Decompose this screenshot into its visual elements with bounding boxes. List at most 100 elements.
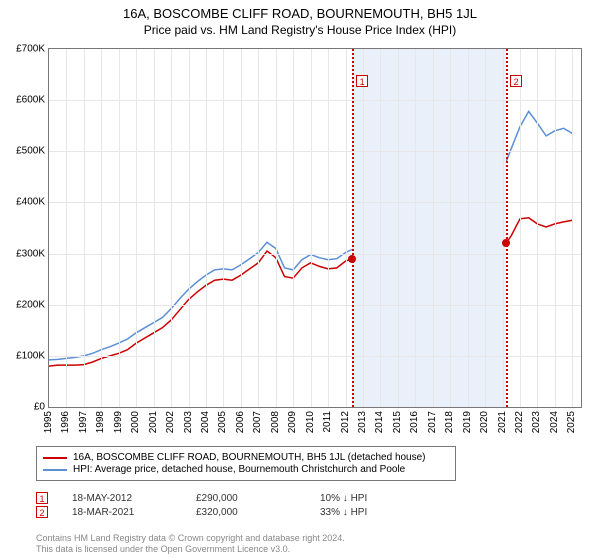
y-tick-label: £500K	[16, 146, 49, 157]
x-gridline	[136, 49, 137, 407]
x-gridline	[293, 49, 294, 407]
x-gridline	[398, 49, 399, 407]
legend-label: HPI: Average price, detached house, Bour…	[73, 464, 405, 475]
x-gridline	[223, 49, 224, 407]
transaction-date: 18-MAR-2021	[72, 507, 172, 518]
event-marker-dot	[502, 239, 510, 247]
x-gridline	[520, 49, 521, 407]
transaction-price: £320,000	[196, 507, 296, 518]
chart-subtitle: Price paid vs. HM Land Registry's House …	[0, 23, 600, 37]
x-gridline	[433, 49, 434, 407]
legend-item: HPI: Average price, detached house, Bour…	[43, 464, 449, 475]
x-tick-label: 2022	[514, 411, 525, 433]
y-gridline	[49, 151, 581, 152]
transaction-marker: 1	[36, 492, 48, 504]
y-tick-label: £400K	[16, 197, 49, 208]
transaction-delta: 10% ↓ HPI	[320, 493, 420, 504]
event-vline	[352, 49, 354, 407]
y-tick-label: £100K	[16, 350, 49, 361]
x-tick-label: 2025	[566, 411, 577, 433]
transaction-marker: 2	[36, 506, 48, 518]
x-gridline	[380, 49, 381, 407]
footer-line-2: This data is licensed under the Open Gov…	[36, 544, 345, 556]
x-tick-label: 2006	[235, 411, 246, 433]
legend-swatch	[43, 469, 67, 471]
x-gridline	[485, 49, 486, 407]
transaction-date: 18-MAY-2012	[72, 493, 172, 504]
transaction-delta: 33% ↓ HPI	[320, 507, 420, 518]
y-tick-label: £300K	[16, 248, 49, 259]
highlight-band	[352, 49, 506, 407]
title-block: 16A, BOSCOMBE CLIFF ROAD, BOURNEMOUTH, B…	[0, 0, 600, 37]
x-tick-label: 1998	[95, 411, 106, 433]
x-tick-label: 2000	[130, 411, 141, 433]
y-tick-label: £700K	[16, 44, 49, 55]
x-tick-label: 2017	[427, 411, 438, 433]
x-tick-label: 2007	[252, 411, 263, 433]
event-vline	[506, 49, 508, 407]
x-gridline	[363, 49, 364, 407]
x-gridline	[66, 49, 67, 407]
x-tick-label: 1999	[113, 411, 124, 433]
x-tick-label: 2023	[531, 411, 542, 433]
x-tick-label: 2016	[409, 411, 420, 433]
x-tick-label: 2013	[357, 411, 368, 433]
y-tick-label: £200K	[16, 299, 49, 310]
x-tick-label: 2015	[392, 411, 403, 433]
x-gridline	[241, 49, 242, 407]
x-tick-label: 2004	[200, 411, 211, 433]
event-marker-dot	[348, 255, 356, 263]
x-gridline	[154, 49, 155, 407]
x-tick-label: 2024	[549, 411, 560, 433]
y-gridline	[49, 254, 581, 255]
x-gridline	[450, 49, 451, 407]
x-gridline	[537, 49, 538, 407]
y-gridline	[49, 305, 581, 306]
legend: 16A, BOSCOMBE CLIFF ROAD, BOURNEMOUTH, B…	[36, 446, 456, 481]
x-tick-label: 2018	[444, 411, 455, 433]
x-tick-label: 2010	[305, 411, 316, 433]
x-tick-label: 1995	[43, 411, 54, 433]
x-tick-label: 1996	[60, 411, 71, 433]
x-gridline	[206, 49, 207, 407]
x-gridline	[171, 49, 172, 407]
footer-line-1: Contains HM Land Registry data © Crown c…	[36, 533, 345, 545]
x-gridline	[119, 49, 120, 407]
x-gridline	[468, 49, 469, 407]
x-gridline	[346, 49, 347, 407]
x-tick-label: 2020	[479, 411, 490, 433]
x-tick-label: 2005	[217, 411, 228, 433]
x-tick-label: 2012	[340, 411, 351, 433]
transaction-row: 1 18-MAY-2012 £290,000 10% ↓ HPI	[36, 492, 420, 504]
y-gridline	[49, 100, 581, 101]
x-gridline	[189, 49, 190, 407]
transaction-table: 1 18-MAY-2012 £290,000 10% ↓ HPI 2 18-MAR-202…	[36, 490, 420, 520]
legend-item: 16A, BOSCOMBE CLIFF ROAD, BOURNEMOUTH, B…	[43, 452, 449, 463]
x-tick-label: 2002	[165, 411, 176, 433]
transaction-row: 2 18-MAR-2021 £320,000 33% ↓ HPI	[36, 506, 420, 518]
chart-title: 16A, BOSCOMBE CLIFF ROAD, BOURNEMOUTH, B…	[0, 6, 600, 21]
y-gridline	[49, 202, 581, 203]
footer-attribution: Contains HM Land Registry data © Crown c…	[36, 533, 345, 556]
x-gridline	[84, 49, 85, 407]
x-tick-label: 2011	[322, 411, 333, 433]
x-gridline	[276, 49, 277, 407]
x-gridline	[101, 49, 102, 407]
legend-label: 16A, BOSCOMBE CLIFF ROAD, BOURNEMOUTH, B…	[73, 452, 426, 463]
x-gridline	[415, 49, 416, 407]
plot-area: £0£100K£200K£300K£400K£500K£600K£700K199…	[48, 48, 582, 408]
x-gridline	[572, 49, 573, 407]
x-gridline	[555, 49, 556, 407]
y-tick-label: £600K	[16, 95, 49, 106]
y-gridline	[49, 356, 581, 357]
event-marker-label: 1	[356, 75, 368, 87]
x-tick-label: 2014	[374, 411, 385, 433]
x-gridline	[503, 49, 504, 407]
legend-swatch	[43, 457, 67, 459]
event-marker-label: 2	[510, 75, 522, 87]
x-tick-label: 2003	[183, 411, 194, 433]
x-tick-label: 2009	[287, 411, 298, 433]
transaction-price: £290,000	[196, 493, 296, 504]
x-gridline	[258, 49, 259, 407]
x-tick-label: 2008	[270, 411, 281, 433]
